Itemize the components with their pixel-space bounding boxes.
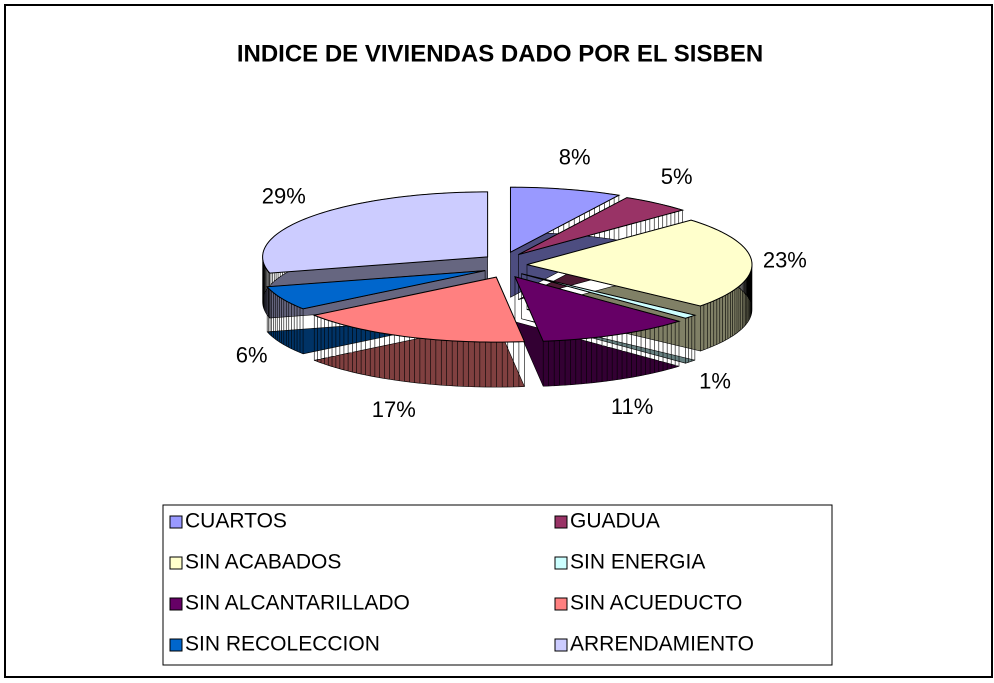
legend-label: SIN ENERGIA <box>570 551 705 574</box>
legend-label: SIN RECOLECCION <box>185 633 380 656</box>
legend-label: GUADUA <box>570 510 660 533</box>
data-label: 11% <box>611 394 653 419</box>
legend-swatch <box>169 515 183 529</box>
legend-swatch <box>554 556 568 570</box>
legend-swatch <box>554 515 568 529</box>
legend-swatch <box>169 638 183 652</box>
chart-title: INDICE DE VIVIENDAS DADO POR EL SISBEN <box>237 40 763 67</box>
legend-swatch <box>169 597 183 611</box>
legend-label: SIN ACABADOS <box>185 551 341 574</box>
legend-swatch <box>169 556 183 570</box>
slice <box>521 273 697 319</box>
data-label: 1% <box>699 369 731 394</box>
slice <box>312 276 526 343</box>
legend-box <box>162 504 833 666</box>
legend-label: SIN ALCANTARILLADO <box>185 592 410 615</box>
slice <box>266 270 486 310</box>
data-label: 17% <box>372 397 416 422</box>
data-label: 29% <box>262 183 306 208</box>
data-label: 5% <box>661 164 693 189</box>
slice <box>514 276 681 342</box>
slice <box>509 186 621 254</box>
data-label: 8% <box>559 144 591 169</box>
data-label: 23% <box>763 247 807 272</box>
legend-label: ARRENDAMIENTO <box>570 633 754 656</box>
slice-side <box>521 273 696 364</box>
slice <box>518 197 685 256</box>
legend-swatch <box>554 597 568 611</box>
slice <box>526 219 753 307</box>
legend-swatch <box>554 638 568 652</box>
slice <box>262 191 489 274</box>
legend-label: CUARTOS <box>185 510 287 533</box>
data-label: 6% <box>236 343 268 368</box>
legend-label: SIN ACUEDUCTO <box>570 592 742 615</box>
